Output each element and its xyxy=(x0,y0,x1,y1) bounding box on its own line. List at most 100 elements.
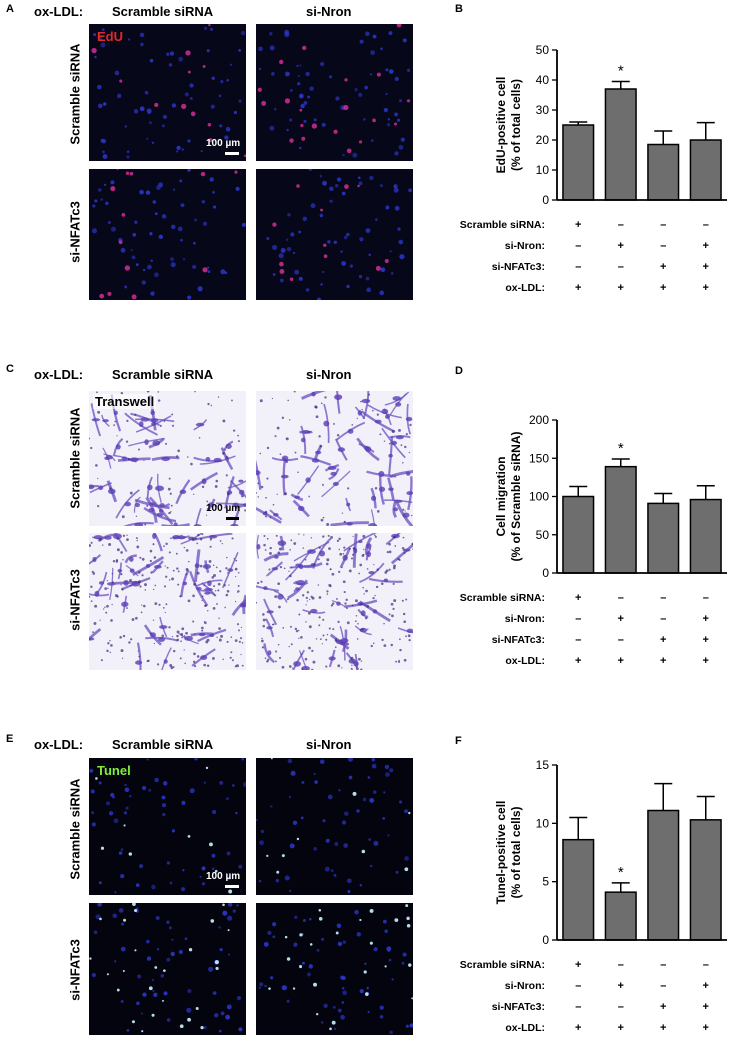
column-header-c-1: Scramble siRNA xyxy=(112,367,214,382)
condition-mark-1-1: + xyxy=(618,980,624,992)
scale-bar-c xyxy=(226,517,239,520)
condition-mark-3-3: + xyxy=(703,1022,709,1034)
micrograph-e-scramble-scramble: Tunel xyxy=(89,758,246,895)
bar-3 xyxy=(689,819,722,941)
condition-row-label-3: ox-LDL: xyxy=(505,1022,545,1034)
condition-label-a: ox-LDL: xyxy=(34,4,84,19)
bar-0 xyxy=(562,495,595,574)
bar-3 xyxy=(689,498,722,574)
micrograph-a-scramble-scramble: EdU xyxy=(89,24,246,161)
bar-chart-b: 0 10 20 30 40 50 EdU-positive cell(% of total … xyxy=(460,43,727,294)
bar-1 xyxy=(604,88,637,201)
condition-mark-1-3: + xyxy=(703,613,709,625)
condition-mark-2-2: + xyxy=(660,261,666,273)
condition-mark-0-2: – xyxy=(660,219,666,231)
y-tick-label-0: 0 xyxy=(542,933,549,947)
row-label-c-1: Scramble siRNA xyxy=(67,407,83,509)
scale-label-c: 100 µm xyxy=(206,503,241,514)
condition-row-label-2: si-NFATc3: xyxy=(492,634,545,646)
bar-1 xyxy=(604,465,637,574)
row-label-c-2: si-NFATc3 xyxy=(67,569,83,631)
y-tick-label-3: 15 xyxy=(536,758,550,772)
micrograph-e-nfatc3-nron xyxy=(256,903,413,1035)
row-label-e-2: si-NFATc3 xyxy=(67,939,83,1001)
condition-mark-0-3: – xyxy=(703,592,709,604)
condition-mark-0-0: + xyxy=(575,219,581,231)
condition-mark-3-2: + xyxy=(660,1022,666,1034)
y-axis-label: Tunel-positive cell(% of total cells) xyxy=(494,801,523,905)
condition-mark-0-0: + xyxy=(575,959,581,971)
condition-mark-0-2: – xyxy=(660,959,666,971)
y-tick-label-0: 0 xyxy=(542,193,549,207)
y-tick-label-1: 10 xyxy=(536,163,550,177)
condition-mark-2-1: – xyxy=(618,1001,624,1013)
bar-chart-f: 0 5 10 15 Tunel-positive cell(% of total cel… xyxy=(460,758,727,1034)
condition-mark-1-1: + xyxy=(618,240,624,252)
micrograph-a-nfatc3-scramble xyxy=(89,169,246,300)
scale-label-e: 100 µm xyxy=(206,871,241,882)
bar-2 xyxy=(647,143,680,201)
condition-mark-2-3: + xyxy=(703,1001,709,1013)
y-tick-label-0: 0 xyxy=(542,566,549,580)
condition-mark-2-2: + xyxy=(660,634,666,646)
y-axis-label: Cell migration(% of Scramble siRNA) xyxy=(494,431,523,561)
condition-label-c: ox-LDL: xyxy=(34,367,84,382)
condition-mark-2-0: – xyxy=(575,634,581,646)
condition-mark-3-1: + xyxy=(618,282,624,294)
condition-row-label-0: Scramble siRNA: xyxy=(460,592,545,604)
condition-mark-3-3: + xyxy=(703,655,709,667)
scale-bar-a xyxy=(225,152,239,155)
column-header-a-1: Scramble siRNA xyxy=(112,4,214,19)
condition-mark-0-1: – xyxy=(618,959,624,971)
condition-mark-0-3: – xyxy=(703,219,709,231)
panel-letter-f: F xyxy=(455,735,462,747)
micrograph-c-scramble-nron xyxy=(256,391,413,526)
condition-mark-1-2: – xyxy=(660,980,666,992)
condition-mark-1-3: + xyxy=(703,980,709,992)
condition-mark-2-2: + xyxy=(660,1001,666,1013)
bar-2 xyxy=(647,502,680,574)
panel-letter-d: D xyxy=(455,365,463,377)
condition-mark-2-3: + xyxy=(703,634,709,646)
y-tick-label-1: 5 xyxy=(542,875,549,889)
row-label-a-2: si-NFATc3 xyxy=(67,201,83,263)
y-tick-label-2: 100 xyxy=(529,490,549,504)
condition-mark-1-2: – xyxy=(660,240,666,252)
bar-3 xyxy=(689,139,722,201)
micrograph-c-scramble-scramble: Transwell xyxy=(89,391,246,526)
bar-0 xyxy=(562,838,595,941)
significance-marker-1: * xyxy=(618,440,624,457)
panel-letter-a: A xyxy=(6,3,14,15)
condition-mark-2-0: – xyxy=(575,1001,581,1013)
condition-row-label-2: si-NFATc3: xyxy=(492,261,545,273)
condition-mark-3-0: + xyxy=(575,282,581,294)
condition-mark-2-3: + xyxy=(703,261,709,273)
condition-mark-1-2: – xyxy=(660,613,666,625)
y-axis-label: EdU-positive cell(% of total cells) xyxy=(494,77,523,174)
condition-mark-1-0: – xyxy=(575,980,581,992)
condition-mark-1-0: – xyxy=(575,613,581,625)
column-header-e-2: si-Nron xyxy=(306,737,352,752)
y-tick-label-2: 10 xyxy=(536,816,550,830)
condition-mark-1-0: – xyxy=(575,240,581,252)
y-tick-label-2: 20 xyxy=(536,133,550,147)
condition-row-label-0: Scramble siRNA: xyxy=(460,219,545,231)
significance-marker-1: * xyxy=(618,864,624,881)
condition-row-label-1: si-Nron: xyxy=(505,240,545,252)
condition-mark-3-2: + xyxy=(660,282,666,294)
condition-mark-2-1: – xyxy=(618,634,624,646)
condition-label-e: ox-LDL: xyxy=(34,737,84,752)
stain-label-e: Tunel xyxy=(97,763,131,778)
condition-mark-2-0: – xyxy=(575,261,581,273)
y-tick-label-3: 30 xyxy=(536,103,550,117)
micrograph-a-nfatc3-nron xyxy=(256,169,413,300)
y-tick-label-5: 50 xyxy=(536,43,550,57)
row-label-e-1: Scramble siRNA xyxy=(67,778,83,880)
condition-mark-0-3: – xyxy=(703,959,709,971)
column-header-c-2: si-Nron xyxy=(306,367,352,382)
stain-label-c: Transwell xyxy=(93,394,157,409)
condition-mark-3-1: + xyxy=(618,655,624,667)
condition-row-label-1: si-Nron: xyxy=(505,980,545,992)
condition-mark-2-1: – xyxy=(618,261,624,273)
condition-row-label-2: si-NFATc3: xyxy=(492,1001,545,1013)
